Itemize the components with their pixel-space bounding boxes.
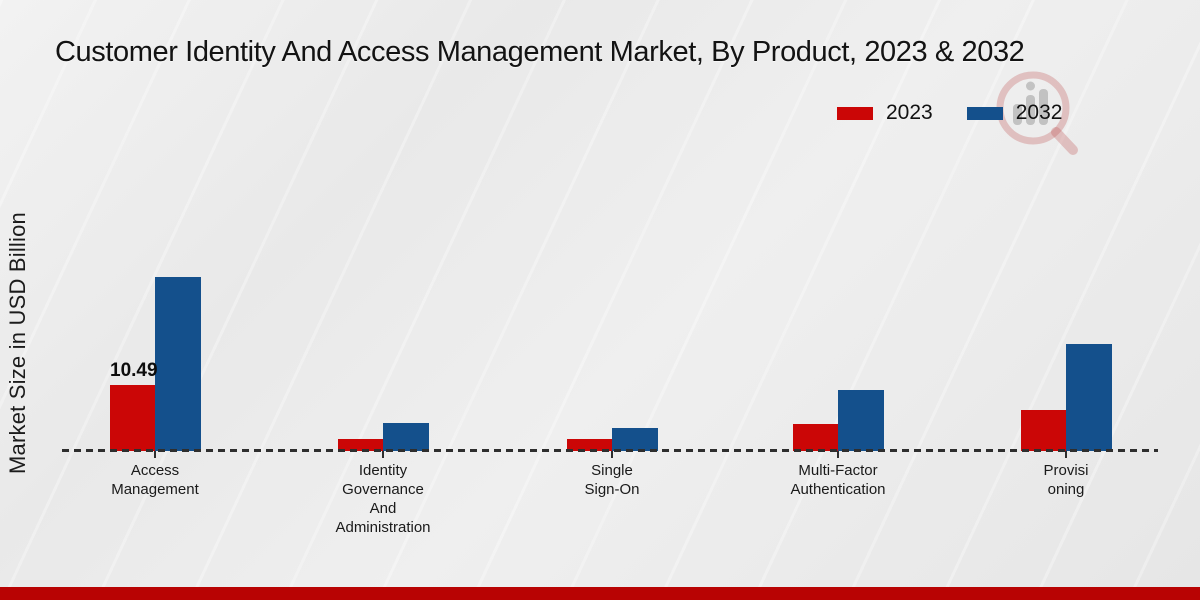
- chart-title: Customer Identity And Access Management …: [55, 36, 1025, 68]
- x-axis-tick-provisi-oning: [1065, 451, 1067, 458]
- legend-item-2032: 2032: [966, 101, 1063, 125]
- legend-swatch-2032: [966, 106, 1003, 120]
- bar-2023-single-sign-on: [567, 439, 612, 451]
- legend-item-2023: 2023: [837, 101, 933, 125]
- bar-2023-identity-governance-and-administration: [338, 439, 383, 451]
- bar-2032-single-sign-on: [612, 428, 658, 451]
- bar-2032-multi-factor-authentication: [838, 390, 884, 451]
- footer-red-strip: [0, 587, 1200, 600]
- bar-2032-identity-governance-and-administration: [383, 423, 429, 451]
- x-axis-tick-multi-factor-authentication: [837, 451, 839, 458]
- legend-label: 2032: [1015, 101, 1063, 124]
- legend: 2023 2032: [837, 101, 1062, 125]
- x-axis-tick-identity-governance-and-administration: [382, 451, 384, 458]
- bar-2032-access-management: [155, 277, 201, 451]
- x-axis-tick-access-management: [154, 451, 156, 458]
- category-label-access-management: Access Management: [111, 462, 199, 498]
- category-label-identity-governance-and-administration: Identity Governance And Administration: [335, 462, 431, 536]
- x-axis-tick-single-sign-on: [611, 451, 613, 458]
- legend-swatch-2023: [837, 106, 873, 120]
- legend-label: 2023: [886, 101, 933, 124]
- category-label-multi-factor-authentication: Multi-Factor Authentication: [790, 462, 886, 498]
- x-axis-dashed-baseline: [62, 449, 1158, 452]
- bar-value-label-2023-access-management: 10.49: [110, 360, 158, 381]
- bar-2023-multi-factor-authentication: [793, 424, 838, 451]
- category-label-single-sign-on: Single Sign-On: [584, 462, 640, 498]
- bar-2023-access-management: [110, 385, 155, 451]
- category-label-provisi-oning: Provisi oning: [1043, 462, 1089, 498]
- bar-2023-provisi-oning: [1021, 410, 1066, 451]
- bar-2032-provisi-oning: [1066, 344, 1112, 451]
